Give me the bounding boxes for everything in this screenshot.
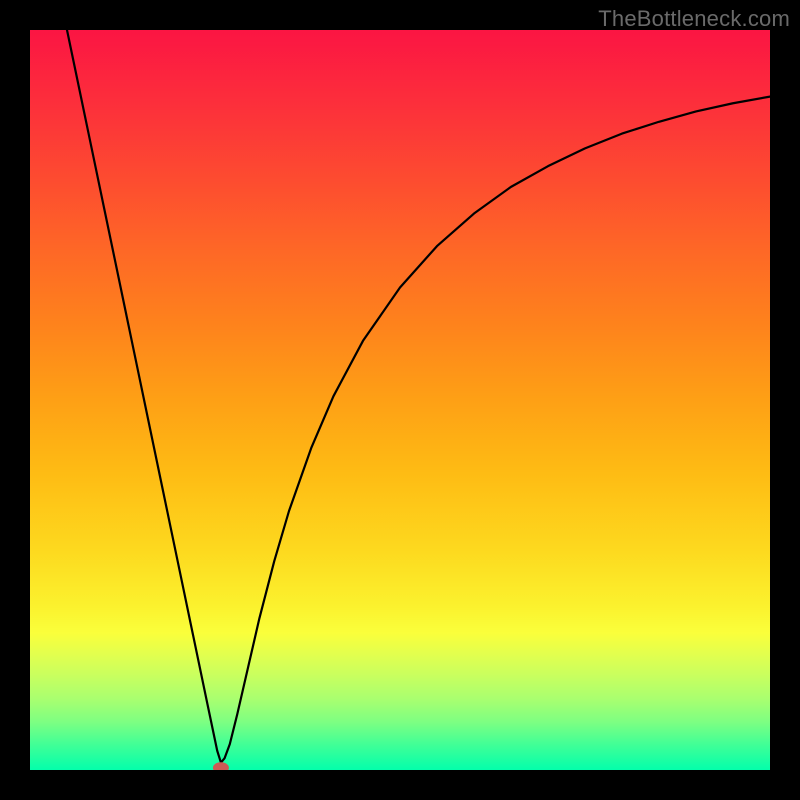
gradient-background <box>30 30 770 770</box>
plot-svg <box>30 30 770 770</box>
watermark-text: TheBottleneck.com <box>598 6 790 32</box>
plot-area <box>30 30 770 770</box>
chart-container: TheBottleneck.com <box>0 0 800 800</box>
